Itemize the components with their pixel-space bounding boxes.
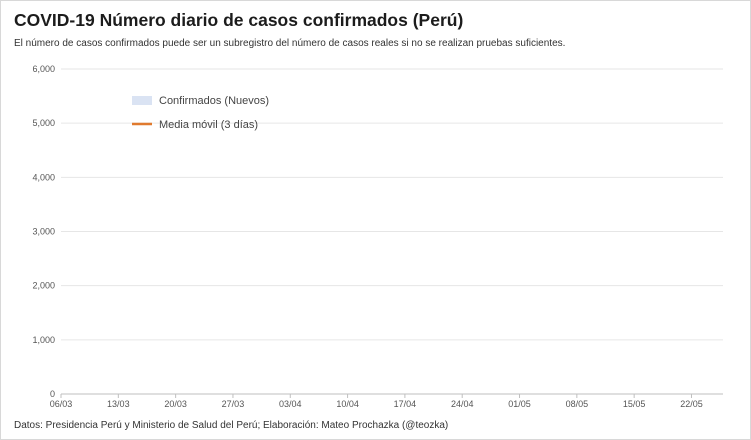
x-tick-label: 20/03 (164, 399, 187, 409)
y-tick-label: 4,000 (32, 172, 55, 182)
x-tick-label: 08/05 (566, 399, 589, 409)
y-tick-label: 2,000 (32, 281, 55, 291)
x-tick-label: 24/04 (451, 399, 474, 409)
x-tick-label: 01/05 (508, 399, 531, 409)
x-tick-label: 17/04 (394, 399, 417, 409)
x-tick-label: 27/03 (222, 399, 245, 409)
x-tick-label: 13/03 (107, 399, 130, 409)
x-tick-label: 10/04 (336, 399, 359, 409)
legend-swatch-bars (132, 96, 152, 105)
chart-subtitle: El número de casos confirmados puede ser… (14, 38, 566, 49)
x-tick-label: 06/03 (50, 399, 73, 409)
legend-label-bars: Confirmados (Nuevos) (159, 95, 269, 107)
x-tick-label: 15/05 (623, 399, 646, 409)
legend-label-line: Media móvil (3 días) (159, 119, 258, 131)
chart-title: COVID-19 Número diario de casos confirma… (14, 10, 464, 30)
y-tick-label: 0 (50, 389, 55, 399)
y-tick-label: 1,000 (32, 335, 55, 345)
y-tick-label: 6,000 (32, 64, 55, 74)
x-tick-label: 22/05 (680, 399, 703, 409)
source-note: Datos: Presidencia Perú y Ministerio de … (14, 420, 449, 431)
y-tick-label: 3,000 (32, 227, 55, 237)
y-tick-label: 5,000 (32, 118, 55, 128)
x-tick-label: 03/04 (279, 399, 302, 409)
